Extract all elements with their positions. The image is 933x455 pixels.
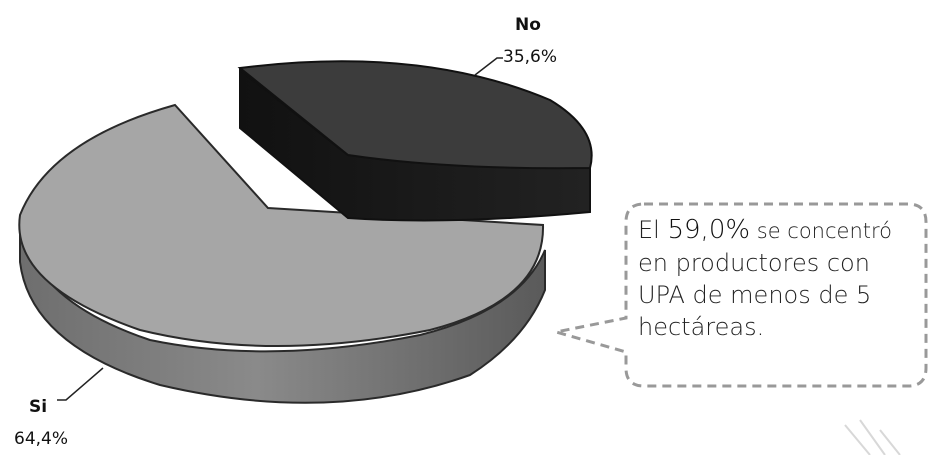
annotation-callout: El 59,0% se concentró en productores con… — [626, 200, 924, 374]
callout-bubble-border — [555, 202, 928, 388]
decorative-strokes — [844, 419, 901, 455]
pie-slice-si-side — [19, 219, 546, 404]
pie-slice-si — [18, 103, 545, 347]
slice-value-si: 64,4% — [14, 429, 68, 449]
annotation-highlight: 59,0% — [667, 215, 751, 245]
annotation-line-1: El 59,0% se concentró — [638, 214, 924, 247]
annotation-line-2: en productores con — [638, 249, 870, 277]
leader-line-si — [57, 367, 104, 401]
annotation-line-3: UPA de menos de 5 — [638, 281, 872, 309]
leader-line-no — [474, 57, 503, 76]
slice-label-no: No — [515, 15, 541, 35]
annotation-line-4: hectáreas. — [638, 313, 765, 341]
pie-slice-no — [237, 60, 593, 170]
annotation-text-after: se concentró — [750, 219, 893, 243]
annotation-prefix: El — [638, 216, 668, 244]
slice-label-si: Si — [29, 397, 47, 417]
slice-value-no: 35,6% — [503, 47, 557, 67]
